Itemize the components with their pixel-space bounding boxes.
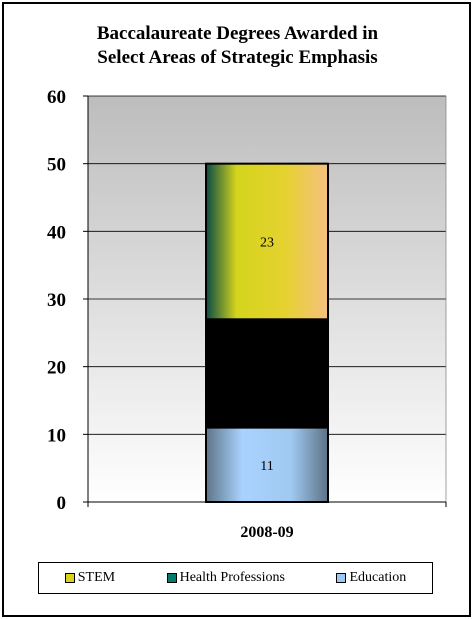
legend-item: STEM (64, 570, 116, 586)
bar-segment-health-professions (205, 318, 329, 429)
y-tick-label: 20 (47, 358, 66, 379)
x-tick-label: 2008-09 (240, 524, 293, 541)
y-tick-label: 0 (57, 493, 67, 514)
chart-title: Baccalaureate Degrees Awarded in Select … (0, 22, 475, 70)
legend-swatch (166, 573, 177, 583)
chart-title-line-1: Baccalaureate Degrees Awarded in (96, 23, 379, 44)
y-tick-label: 30 (47, 290, 66, 311)
legend-item: Education (336, 570, 406, 586)
legend-swatch (336, 573, 347, 583)
data-label: 23 (260, 235, 274, 250)
chart-title-line-2: Select Areas of Strategic Emphasis (97, 47, 378, 68)
data-label: 11 (260, 459, 273, 474)
legend-label: Health Professions (179, 570, 285, 585)
legend-label: STEM (77, 570, 116, 585)
bar-segment-stem (205, 162, 329, 321)
y-tick-label: 50 (47, 155, 66, 176)
legend-item: Health Professions (166, 570, 285, 586)
legend-swatch (64, 573, 75, 583)
y-tick-label: 60 (47, 87, 66, 108)
legend-label: Education (349, 570, 407, 585)
y-tick-label: 40 (47, 222, 66, 243)
chart-legend: STEM Health Professions Education (38, 562, 433, 594)
data-label: 16 (260, 367, 274, 382)
y-tick-label: 10 (47, 425, 66, 446)
